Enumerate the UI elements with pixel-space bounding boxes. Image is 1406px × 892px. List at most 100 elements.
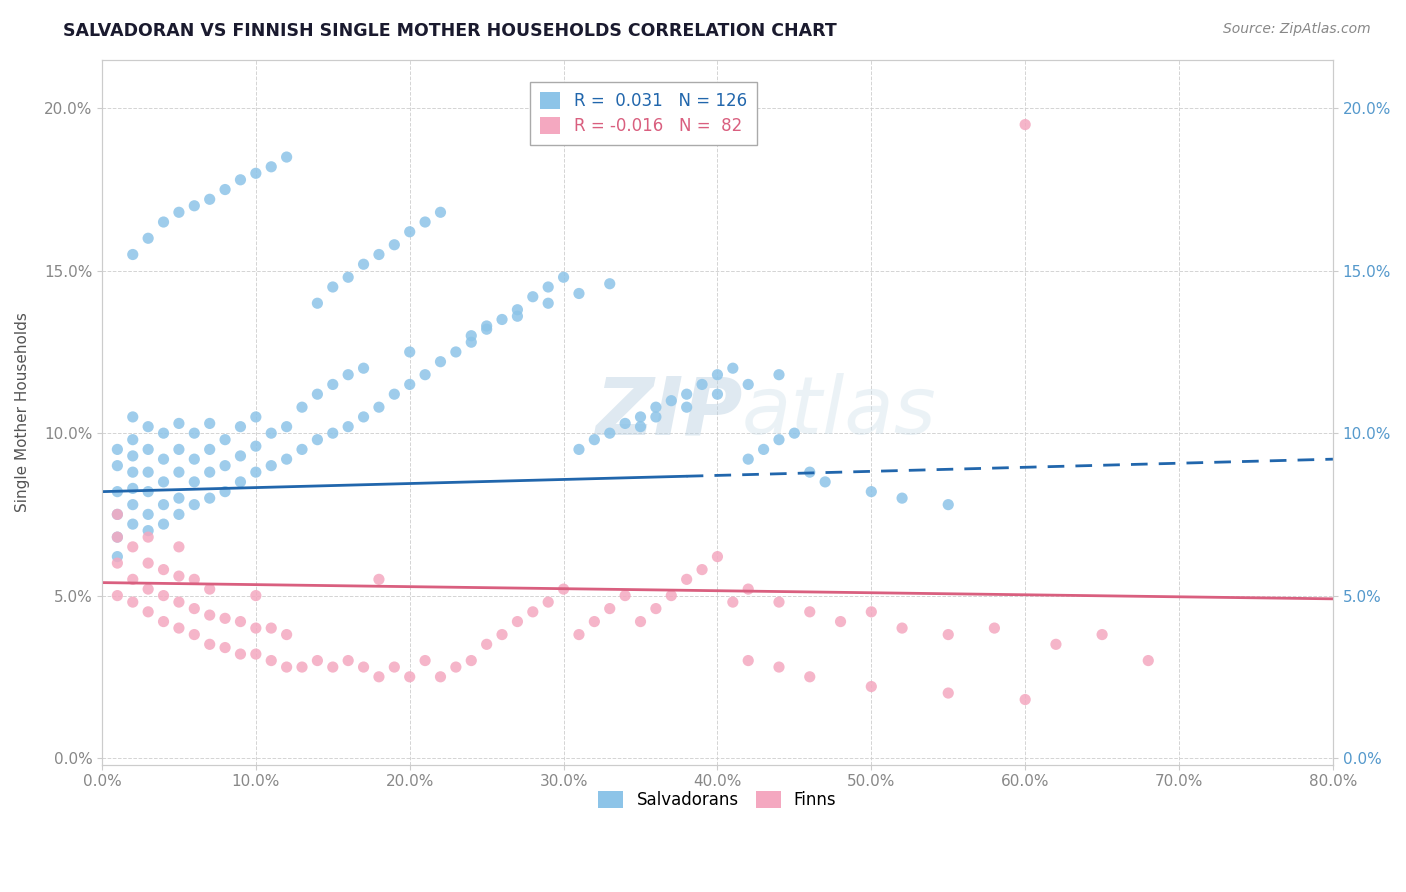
Point <box>1091 627 1114 641</box>
Point <box>382 660 405 674</box>
Point <box>136 465 159 479</box>
Point <box>506 302 529 317</box>
Point <box>783 426 806 441</box>
Point <box>568 286 591 301</box>
Point <box>644 409 666 424</box>
Point <box>167 569 190 583</box>
Point <box>136 605 159 619</box>
Text: ZIP: ZIP <box>595 373 742 451</box>
Point <box>690 563 713 577</box>
Point <box>522 290 544 304</box>
Point <box>198 465 221 479</box>
Point <box>398 670 420 684</box>
Point <box>121 572 143 586</box>
Point <box>936 686 959 700</box>
Point <box>214 484 236 499</box>
Point <box>152 215 174 229</box>
Point <box>276 627 298 641</box>
Point <box>690 377 713 392</box>
Point <box>537 296 560 310</box>
Point <box>460 328 482 343</box>
Point <box>136 231 159 245</box>
Point <box>152 475 174 489</box>
Point <box>105 442 128 457</box>
Point <box>630 409 652 424</box>
Point <box>245 465 267 479</box>
Point <box>214 611 236 625</box>
Point <box>167 417 190 431</box>
Point <box>568 442 591 457</box>
Text: Source: ZipAtlas.com: Source: ZipAtlas.com <box>1223 22 1371 37</box>
Point <box>136 484 159 499</box>
Point <box>799 605 821 619</box>
Point <box>260 426 283 441</box>
Point <box>522 605 544 619</box>
Point <box>353 257 375 271</box>
Point <box>537 595 560 609</box>
Point <box>460 335 482 350</box>
Point <box>475 322 498 336</box>
Point <box>167 508 190 522</box>
Point <box>121 247 143 261</box>
Point <box>136 508 159 522</box>
Point <box>183 475 205 489</box>
Point <box>413 368 436 382</box>
Point <box>121 540 143 554</box>
Point <box>737 582 759 596</box>
Point <box>1137 654 1160 668</box>
Point <box>105 484 128 499</box>
Point <box>644 601 666 615</box>
Point <box>398 345 420 359</box>
Point <box>105 508 128 522</box>
Point <box>307 296 329 310</box>
Point <box>368 572 391 586</box>
Point <box>553 270 575 285</box>
Point <box>167 442 190 457</box>
Point <box>245 439 267 453</box>
Point <box>121 517 143 532</box>
Point <box>183 452 205 467</box>
Point <box>614 417 637 431</box>
Point <box>229 647 252 661</box>
Point <box>152 589 174 603</box>
Point <box>706 387 728 401</box>
Point <box>214 182 236 196</box>
Point <box>936 627 959 641</box>
Point <box>198 491 221 505</box>
Point <box>152 498 174 512</box>
Point <box>1045 637 1067 651</box>
Point <box>583 615 606 629</box>
Point <box>444 660 467 674</box>
Y-axis label: Single Mother Households: Single Mother Households <box>15 312 30 512</box>
Point <box>183 572 205 586</box>
Point <box>214 433 236 447</box>
Point <box>121 498 143 512</box>
Point <box>322 426 344 441</box>
Point <box>675 400 697 414</box>
Point <box>136 530 159 544</box>
Point <box>768 595 790 609</box>
Point <box>382 237 405 252</box>
Point <box>1014 692 1036 706</box>
Point <box>768 433 790 447</box>
Point <box>229 419 252 434</box>
Point <box>121 409 143 424</box>
Point <box>167 621 190 635</box>
Point <box>276 419 298 434</box>
Point <box>322 660 344 674</box>
Point <box>152 563 174 577</box>
Point <box>183 601 205 615</box>
Point <box>198 637 221 651</box>
Point <box>429 354 451 368</box>
Point <box>291 660 314 674</box>
Point <box>706 549 728 564</box>
Text: atlas: atlas <box>742 373 936 451</box>
Point <box>799 465 821 479</box>
Point <box>198 192 221 206</box>
Point <box>121 595 143 609</box>
Point <box>506 310 529 324</box>
Point <box>675 387 697 401</box>
Point <box>229 615 252 629</box>
Point <box>214 640 236 655</box>
Point <box>121 482 143 496</box>
